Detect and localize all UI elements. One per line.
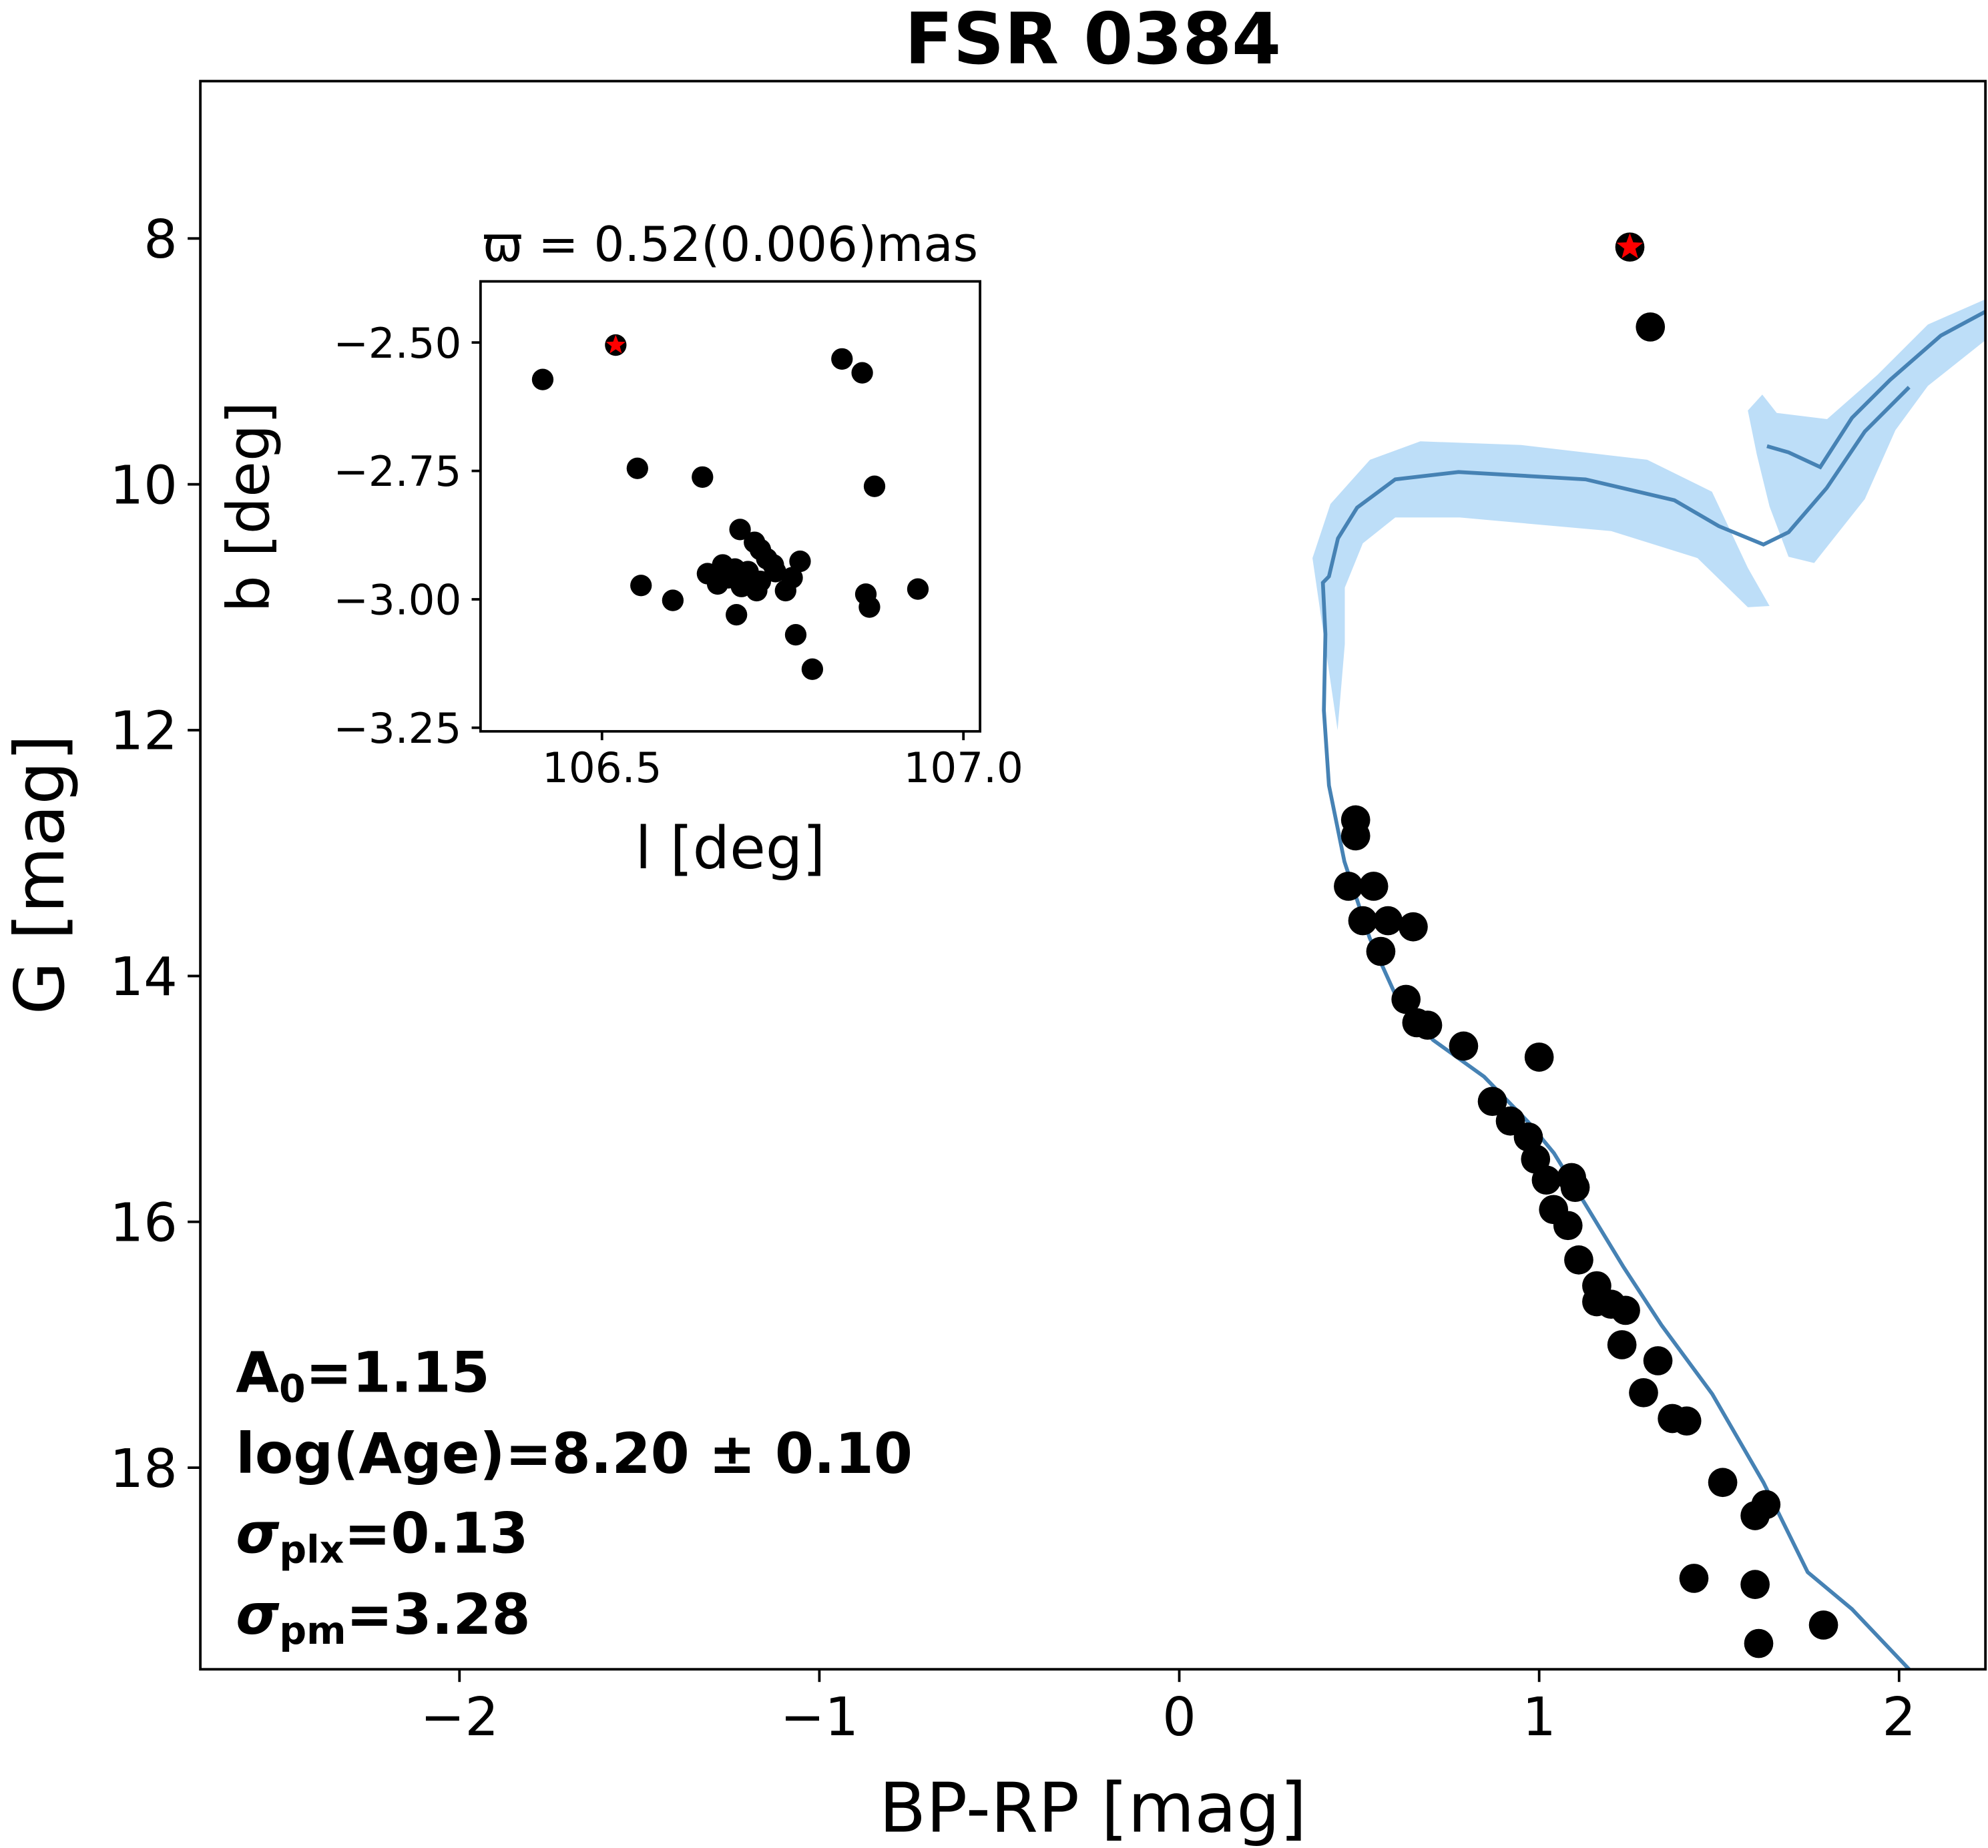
x-tick-label: −2 <box>421 1686 499 1748</box>
member-star-point <box>1636 312 1666 342</box>
y-tick-label: 18 <box>109 1438 177 1500</box>
y-tick-label: 16 <box>109 1191 177 1253</box>
member-star-point <box>789 550 811 573</box>
inset-sky-plot: 106.5 107.0 −2.50 −2.75 −3.00 −3.25 ϖ = 0.52(… <box>215 217 1023 882</box>
member-star-point <box>1564 1245 1593 1275</box>
member-star-point <box>1524 1042 1554 1072</box>
inset-axes-frame <box>479 280 982 733</box>
member-star-point <box>1391 984 1421 1014</box>
member-star-point <box>1643 1346 1673 1375</box>
member-star-point <box>662 589 684 611</box>
sigma-plx-annotation: σplx=0.13 <box>236 1500 528 1572</box>
member-star-point <box>1560 1173 1590 1203</box>
member-star-point <box>784 623 807 646</box>
member-star-point <box>1672 1406 1702 1436</box>
member-star-point <box>1366 936 1396 966</box>
chart-title: FSR 0384 <box>905 0 1281 81</box>
member-star-point <box>1582 1287 1611 1317</box>
member-star-point <box>1477 1087 1507 1117</box>
y-tick-label: 12 <box>109 700 177 762</box>
x-tick-label: −1 <box>780 1686 859 1748</box>
member-star-point <box>1679 1564 1709 1593</box>
member-star-point <box>1334 872 1363 901</box>
member-star-point <box>1740 1570 1770 1599</box>
member-star-point <box>1348 906 1378 936</box>
member-star-point <box>1531 1165 1561 1195</box>
y-tick-label: −3.00 <box>333 576 461 625</box>
member-star-point <box>626 457 648 479</box>
member-star-point <box>1708 1468 1738 1498</box>
main-axes-frame <box>199 79 1987 1671</box>
inset-background <box>480 281 981 731</box>
x-tick-label: 106.5 <box>542 743 662 792</box>
highlighted-star-marker <box>605 334 626 354</box>
member-star-point <box>1808 1610 1838 1640</box>
member-star-point <box>801 658 824 680</box>
member-star-point <box>692 466 714 488</box>
member-star-point <box>1740 1501 1770 1530</box>
member-star-point <box>726 603 748 626</box>
fit-annotations: A0=1.15 log(Age)=8.20 ± 0.10 σplx=0.13 σ… <box>236 1339 913 1653</box>
y-tick-label: −3.25 <box>333 704 461 753</box>
x-axis-label: BP-RP [mag] <box>879 1769 1306 1848</box>
member-star-point <box>1611 1295 1640 1325</box>
x-tick-label: 0 <box>1162 1686 1196 1748</box>
member-star-point <box>831 348 853 370</box>
inset-y-axis-label: b [deg] <box>215 402 283 613</box>
x-tick-label: 1 <box>1522 1686 1556 1748</box>
member-star-point <box>1513 1122 1543 1152</box>
member-star-point <box>1402 1008 1432 1038</box>
sigma-pm-annotation: σpm=3.28 <box>236 1582 530 1653</box>
member-star-point <box>1373 906 1403 936</box>
y-tick-label: −2.50 <box>333 319 461 368</box>
member-star-point <box>851 362 873 384</box>
member-star-point <box>1553 1211 1583 1241</box>
member-star-point <box>1629 1377 1658 1408</box>
highlighted-star-marker <box>1616 233 1644 259</box>
member-star-point <box>907 578 929 600</box>
y-tick-label: 8 <box>144 208 178 270</box>
member-star-point <box>1607 1330 1637 1359</box>
member-star-point <box>724 558 746 580</box>
member-star-point <box>858 596 881 618</box>
member-star-point <box>630 575 652 597</box>
isochrone-uncertainty-band <box>1312 441 1770 731</box>
x-tick-label: 2 <box>1882 1686 1916 1748</box>
y-tick-label: 10 <box>109 454 177 516</box>
y-tick-label: 14 <box>109 946 177 1008</box>
member-star-point <box>1399 912 1428 942</box>
extinction-annotation: A0=1.15 <box>236 1339 489 1411</box>
isochrone-line <box>1320 386 1911 1670</box>
member-star-point <box>1340 821 1371 851</box>
member-star-point <box>1449 1031 1479 1061</box>
inset-title: ϖ = 0.52(0.006)mas <box>483 217 978 273</box>
isochrone-rgb-line <box>1766 309 1986 470</box>
member-star-point <box>749 570 772 593</box>
member-star-point <box>1358 872 1389 901</box>
member-star-point <box>863 475 886 497</box>
member-star-point <box>1744 1628 1774 1658</box>
member-star-point <box>531 368 554 390</box>
inset-x-axis-label: l [deg] <box>636 814 826 882</box>
member-star-point <box>781 567 803 589</box>
member-star-point <box>729 519 751 541</box>
y-tick-label: −2.75 <box>333 447 461 496</box>
x-tick-label: 107.0 <box>904 743 1023 792</box>
age-annotation: log(Age)=8.20 ± 0.10 <box>236 1421 913 1486</box>
y-axis-label: G [mag] <box>1 734 80 1014</box>
